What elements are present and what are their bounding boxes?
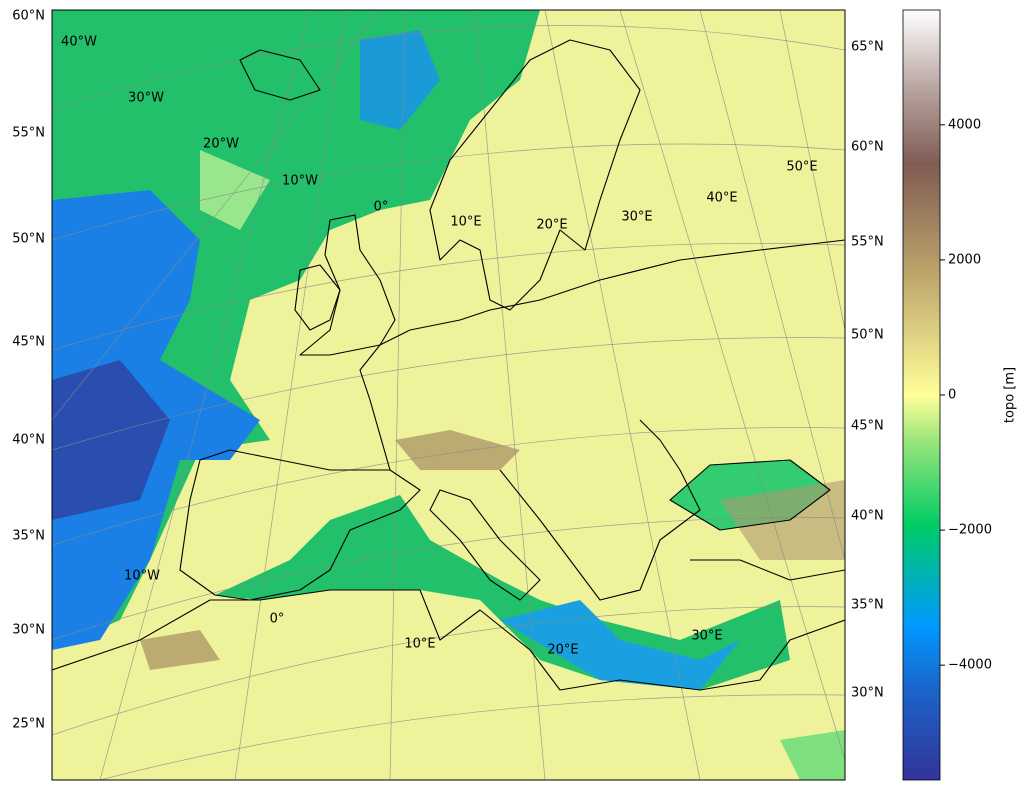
balkans [499,419,701,601]
lat-label: 55°N [851,235,884,250]
parallel [52,143,845,241]
north-coast [379,239,845,346]
graticule [52,10,845,780]
atlas [140,630,220,670]
ocean-shallow [52,10,540,650]
lon-label: 10°E [450,215,481,230]
meridian [234,10,346,780]
lat-label: 40°N [851,509,884,524]
red-sea [780,730,845,780]
lon-label: 50°E [786,160,817,175]
lon-label: 0° [270,612,285,627]
rockall [200,150,270,230]
meridian [52,10,381,421]
lat-label: 50°N [851,328,884,343]
meridian [474,10,546,780]
map-frame [51,9,846,781]
colorbar-tick-label: 4000 [948,117,981,132]
lon-label: 20°E [547,643,578,658]
parallel [52,25,845,111]
parallel [52,242,845,351]
parallel [52,517,845,641]
colorbar [903,10,940,780]
mediterranean [215,495,790,690]
colorbar-tick-label: −2000 [948,523,992,538]
meridian [779,10,845,331]
meridian [619,10,845,761]
france-coast [359,344,391,471]
map-area [52,10,845,780]
lon-label: 20°E [536,218,567,233]
ireland [294,264,341,331]
lon-label: 30°E [621,210,652,225]
lat-label: 45°N [12,335,45,350]
lat-label: 65°N [851,40,884,55]
lon-label: 10°W [124,569,160,584]
lon-label: 20°W [203,137,239,152]
lat-label: 50°N [12,232,45,247]
east-med-deep [500,600,740,690]
anatolia-coast [690,559,845,581]
iberia [179,449,421,601]
lat-label: 60°N [12,9,45,24]
iceland [239,49,321,101]
lat-label: 60°N [851,140,884,155]
lat-label: 55°N [12,126,45,141]
colorbar-tick-label: −4000 [948,658,992,673]
ocean-deepest [52,360,170,520]
norwegian-basin [360,30,440,130]
colorbar-tick-label: 0 [948,388,956,403]
meridian [544,10,701,780]
africa-coast [52,589,845,780]
colorbar-label: topo [m] [1003,367,1018,423]
meridian [99,10,311,780]
coastlines [52,39,845,780]
parallel [52,337,845,451]
lat-label: 30°N [12,623,45,638]
alps [395,430,520,470]
parallel [52,427,845,546]
parallel [99,694,845,780]
black-sea-coast [669,459,831,531]
lat-label: 35°N [12,529,45,544]
lat-label: 35°N [851,598,884,613]
meridian [699,10,845,561]
lon-label: 10°W [282,174,318,189]
colorbar-tick-label: 2000 [948,252,981,267]
meridian [389,10,406,780]
lon-label: 40°E [706,191,737,206]
lon-label: 30°E [691,629,722,644]
lat-label: 30°N [851,686,884,701]
anatolia-highlands [720,480,845,560]
scandinavia [429,39,641,311]
lat-label: 45°N [851,419,884,434]
lat-label: 40°N [12,433,45,448]
lon-label: 0° [374,200,389,215]
lat-label: 25°N [12,717,45,732]
italy [429,489,541,601]
britain [299,214,396,356]
lon-label: 30°W [128,91,164,106]
lon-label: 10°E [404,637,435,652]
lon-label: 40°W [61,35,97,50]
parallel [52,606,845,736]
